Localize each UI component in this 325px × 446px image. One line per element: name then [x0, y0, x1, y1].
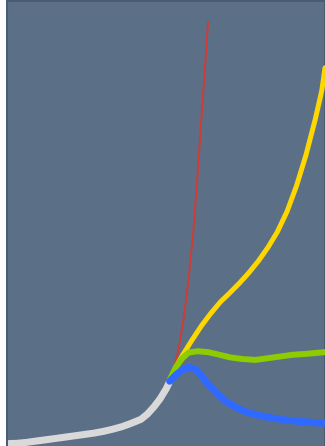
- series-line-blue: [166, 363, 325, 427]
- series-layer: [8, 21, 325, 446]
- series-line-green: [166, 348, 325, 383]
- series-line-yellow: [167, 65, 325, 384]
- chart-panel: [8, 0, 325, 446]
- line-chart: [8, 21, 325, 446]
- series-line-white: [8, 377, 174, 446]
- left-rail-line: [6, 0, 8, 446]
- left-rail: [0, 0, 8, 446]
- series-line-red: [168, 21, 210, 383]
